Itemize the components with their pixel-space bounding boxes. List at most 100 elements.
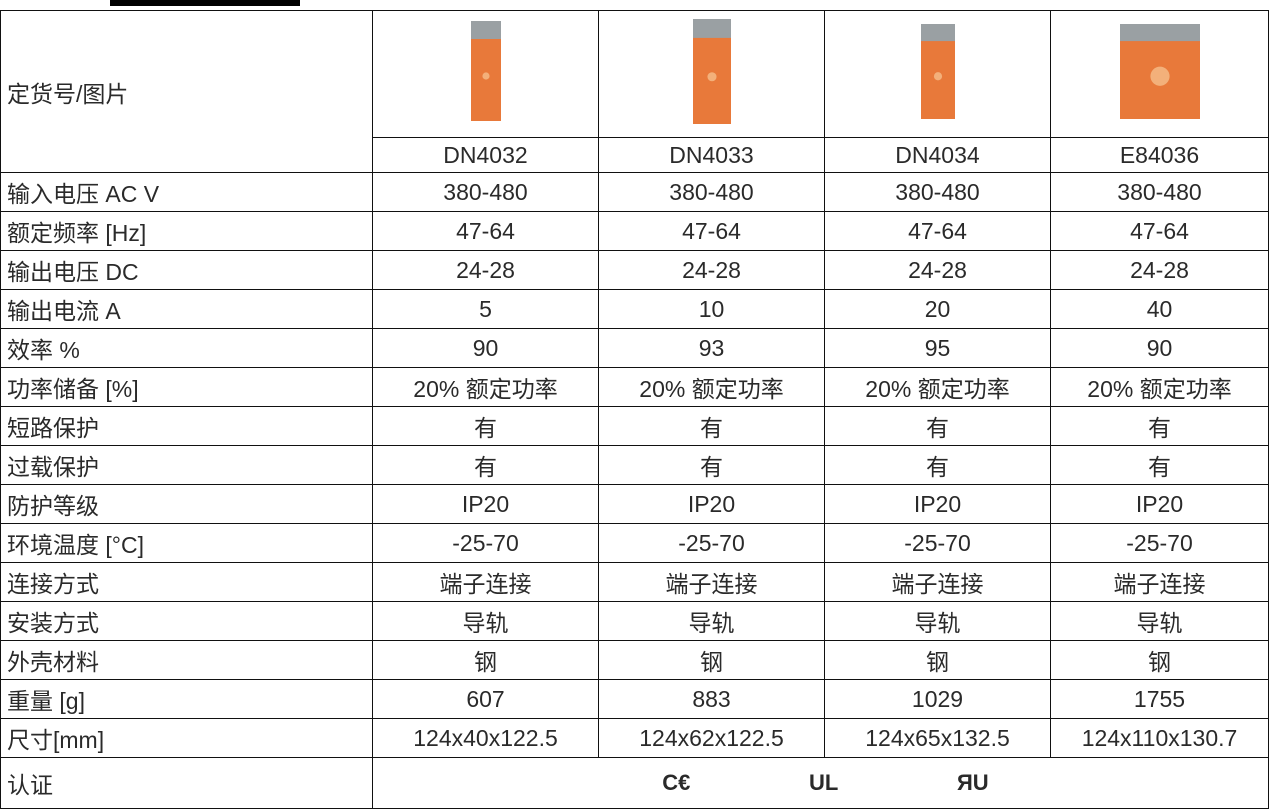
spec-value: -25-70 [1050,523,1269,563]
spec-value: 47-64 [598,211,825,251]
spec-value: IP20 [824,484,1051,524]
spec-value: 端子连接 [598,562,825,602]
spec-value: 钢 [824,640,1051,680]
spec-value: 47-64 [372,211,599,251]
spec-row: 输出电压 DC 24-28 24-28 24-28 24-28 [0,250,1269,290]
spec-value: 124x65x132.5 [824,718,1051,758]
row-label: 短路保护 [0,406,373,446]
spec-value: 导轨 [598,601,825,641]
product-image [920,23,955,119]
spec-row: 额定频率 [Hz] 47-64 47-64 47-64 47-64 [0,211,1269,251]
spec-value: 20 [824,289,1051,329]
spec-value: -25-70 [824,523,1051,563]
spec-value: 5 [372,289,599,329]
spec-value: 40 [1050,289,1269,329]
spec-value: 380-480 [1050,172,1269,212]
product-image-cell [372,10,599,138]
product-image-cell [824,10,1051,138]
spec-value: 47-64 [1050,211,1269,251]
row-label: 输出电压 DC [0,250,373,290]
spec-value: 有 [824,406,1051,446]
row-label: 过载保护 [0,445,373,485]
spec-value: 有 [598,445,825,485]
spec-value: 10 [598,289,825,329]
spec-row: 功率储备 [%] 20% 额定功率 20% 额定功率 20% 额定功率 20% 额定功率 [0,367,1269,407]
row-label: 功率储备 [%] [0,367,373,407]
spec-value: 端子连接 [824,562,1051,602]
spec-value: 24-28 [598,250,825,290]
product-image-cell [1050,10,1269,138]
row-label: 尺寸[mm] [0,718,373,758]
certification-mark: ЯU [956,770,989,795]
spec-value: -25-70 [372,523,599,563]
spec-value: 1029 [824,679,1051,719]
product-image [692,18,731,124]
spec-value: 607 [372,679,599,719]
spec-value: 90 [1050,328,1269,368]
spec-value: 有 [372,406,599,446]
row-label: 输入电压 AC V [0,172,373,212]
model-number: DN4033 [598,137,825,173]
spec-value: 导轨 [1050,601,1269,641]
model-row: DN4032 DN4033 DN4034 E84036 [1,137,1269,173]
spec-row: 过载保护有有有有 [0,445,1269,485]
certification-marks: C€ UL ЯU [374,770,1268,796]
cut-title [110,0,300,6]
spec-value: 钢 [598,640,825,680]
spec-value: 有 [824,445,1051,485]
certification-marks-cell: C€ UL ЯU [372,757,1269,809]
spec-value: IP20 [1050,484,1269,524]
spec-value: 端子连接 [372,562,599,602]
spec-value: 钢 [372,640,599,680]
spec-value: 90 [372,328,599,368]
spec-row: 防护等级 IP20 IP20 IP20 IP20 [0,484,1269,524]
row-label: 防护等级 [0,484,373,524]
spec-value: 导轨 [824,601,1051,641]
header-label: 定货号/图片 [0,10,373,173]
spec-value: 883 [598,679,825,719]
row-label: 认证 [0,757,373,809]
row-label: 外壳材料 [0,640,373,680]
model-number: DN4034 [824,137,1051,173]
row-label: 安装方式 [0,601,373,641]
spec-value: 124x40x122.5 [372,718,599,758]
spec-value: -25-70 [598,523,825,563]
spec-value: 380-480 [598,172,825,212]
spec-value: IP20 [372,484,599,524]
spec-value: IP20 [598,484,825,524]
spec-value: 20% 额定功率 [598,367,825,407]
row-label: 重量 [g] [0,679,373,719]
product-image [470,21,501,121]
spec-value: 24-28 [1050,250,1269,290]
spec-value: 1755 [1050,679,1269,719]
spec-value: 钢 [1050,640,1269,680]
model-number: DN4032 [372,137,599,173]
row-label: 连接方式 [0,562,373,602]
spec-value: 47-64 [824,211,1051,251]
spec-value: 380-480 [824,172,1051,212]
spec-value: 93 [598,328,825,368]
spec-value: 20% 额定功率 [824,367,1051,407]
spec-value: 有 [1050,406,1269,446]
spec-value: 有 [598,406,825,446]
certification-mark: C€ [662,770,691,795]
spec-row: 连接方式 端子连接 端子连接 端子连接 端子连接 [0,562,1269,602]
spec-row: 输入电压 AC V 380-480 380-480 380-480 380-480 [0,172,1269,212]
spec-value: 有 [1050,445,1269,485]
model-number: E84036 [1050,137,1269,173]
spec-value: 124x62x122.5 [598,718,825,758]
spec-value: 95 [824,328,1051,368]
product-image [1119,23,1200,119]
row-label: 输出电流 A [0,289,373,329]
row-label: 额定频率 [Hz] [0,211,373,251]
row-label: 环境温度 [°C] [0,523,373,563]
spec-row: 尺寸[mm] 124x40x122.5 124x62x122.5 124x65x132… [0,718,1269,758]
row-label: 效率 % [0,328,373,368]
spec-row: 安装方式 导轨 导轨 导轨 导轨 [0,601,1269,641]
certification-row: 认证 C€ UL ЯU [0,757,1269,809]
image-row: 定货号/图片 [0,10,1269,173]
spec-value: 24-28 [372,250,599,290]
